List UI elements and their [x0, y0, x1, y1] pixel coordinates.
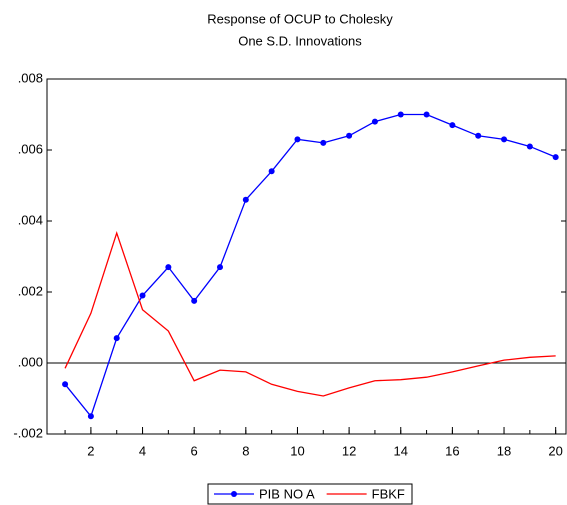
x-tick-label: 6 [191, 443, 198, 458]
point [346, 132, 353, 139]
x-tick-label: 14 [394, 443, 408, 458]
x-tick-label: 16 [445, 443, 459, 458]
point [191, 297, 198, 304]
legend-label: FBKF [372, 486, 405, 501]
point [217, 264, 223, 271]
series-line [64, 113, 556, 418]
point [87, 413, 94, 420]
x-tick-label: 18 [497, 443, 511, 458]
x-tick-label: 20 [548, 443, 562, 458]
series-line [64, 230, 556, 397]
point [475, 132, 482, 139]
x-tick-label: 12 [342, 443, 356, 458]
plot-frame [46, 78, 567, 435]
x-tick-label: 8 [242, 443, 249, 458]
point [113, 335, 120, 342]
point [501, 136, 508, 143]
y-tick-label: .000 [18, 354, 43, 369]
point [165, 264, 172, 271]
y-tick-label: .002 [18, 283, 43, 298]
point [139, 292, 146, 299]
y-tick-label: -.002 [13, 425, 43, 440]
point [242, 196, 249, 203]
y-tick-label: .004 [18, 212, 43, 227]
point [552, 154, 559, 161]
point [320, 139, 327, 146]
point [62, 381, 69, 388]
point [268, 168, 275, 175]
chart-title: Response of OCUP to Cholesky [207, 11, 393, 26]
point [526, 143, 533, 150]
point [449, 122, 456, 129]
point [371, 118, 378, 125]
point [423, 111, 430, 118]
x-tick-label: 4 [139, 443, 146, 458]
point [397, 111, 404, 118]
legend-label: PIB NO A [259, 486, 315, 501]
y-tick-label: .006 [18, 141, 43, 156]
legend-marker [231, 491, 237, 497]
x-tick-label: 10 [290, 443, 304, 458]
point [294, 136, 301, 143]
y-tick-label: .008 [18, 70, 43, 85]
chart-subtitle: One S.D. Innovations [238, 33, 362, 48]
x-tick-label: 2 [87, 443, 94, 458]
legend-box [207, 483, 413, 505]
